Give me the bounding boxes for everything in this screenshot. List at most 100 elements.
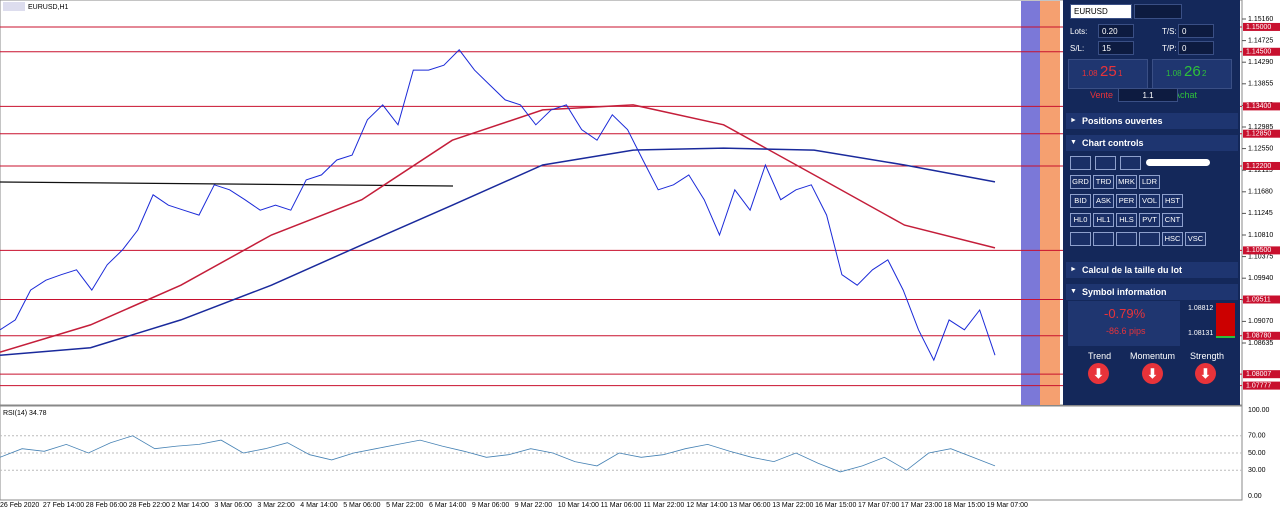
time-label: 13 Mar 22:00 — [772, 502, 813, 509]
time-label: 11 Mar 22:00 — [644, 502, 685, 509]
icon-button[interactable] — [1095, 156, 1116, 170]
control-button[interactable]: LDR — [1139, 175, 1160, 189]
time-label: 3 Mar 06:00 — [215, 502, 252, 509]
indicator-signal: ⬇ — [1088, 363, 1109, 384]
quote-point: 1 — [1118, 69, 1123, 78]
slider[interactable] — [1146, 159, 1210, 166]
icon-button[interactable] — [1116, 232, 1137, 246]
price-tick-label: 1.09940 — [1248, 275, 1273, 282]
quote-prefix: 1.08 — [1082, 69, 1098, 78]
control-button[interactable]: VOL — [1139, 194, 1160, 208]
control-button[interactable]: CNT — [1162, 213, 1183, 227]
control-button[interactable]: PVT — [1139, 213, 1160, 227]
price-line — [0, 49, 996, 362]
section-header[interactable]: Calcul de la taille du lot — [1066, 262, 1238, 278]
rsi-tick-label: 50.00 — [1248, 450, 1266, 457]
indicator-signal: ⬇ — [1142, 363, 1163, 384]
range-low: 1.08131 — [1188, 330, 1214, 337]
time-label: 4 Mar 14:00 — [300, 502, 337, 509]
field-input[interactable]: 0 — [1178, 41, 1214, 55]
price-tick-label: 1.09070 — [1248, 318, 1273, 325]
icon-button[interactable] — [1070, 232, 1091, 246]
level-tag — [1243, 295, 1280, 304]
control-button[interactable]: GRD — [1070, 175, 1091, 189]
price-tick-label: 1.10810 — [1248, 232, 1273, 239]
change-pips: -86.6 pips — [1106, 326, 1146, 336]
control-button[interactable]: PER — [1116, 194, 1137, 208]
price-tick-label: 1.12985 — [1248, 124, 1273, 131]
icon-button[interactable] — [1120, 156, 1141, 170]
rsi-tick-label: 70.00 — [1248, 433, 1266, 440]
range-high: 1.08812 — [1188, 305, 1214, 312]
control-button[interactable]: VSC — [1185, 232, 1206, 246]
time-label: 13 Mar 06:00 — [729, 502, 770, 509]
field-input[interactable]: 0 — [1178, 24, 1214, 38]
time-label: 6 Mar 14:00 — [429, 502, 466, 509]
change-pct: -0.79% — [1104, 306, 1146, 321]
level-label: 1.10500 — [1246, 247, 1271, 254]
ma-fast — [0, 104, 996, 353]
level-tag — [1243, 381, 1280, 390]
control-button[interactable]: HL0 — [1070, 213, 1091, 227]
time-label: 5 Mar 06:00 — [343, 502, 380, 509]
price-tick-label: 1.11680 — [1248, 189, 1273, 196]
symbol-field — [1134, 4, 1182, 19]
time-label: 10 Mar 14:00 — [558, 502, 599, 509]
time-label: 27 Feb 14:00 — [43, 502, 84, 509]
section-header[interactable]: Symbol information — [1066, 284, 1238, 300]
level-label: 1.13400 — [1246, 103, 1271, 110]
time-label: 11 Mar 06:00 — [601, 502, 642, 509]
price-tick-label: 1.10375 — [1248, 253, 1273, 260]
quote-pips: 26 — [1184, 63, 1201, 80]
price-tick-label: 1.14725 — [1248, 37, 1273, 44]
window-icon — [3, 2, 25, 11]
price-tick-label: 1.15160 — [1248, 16, 1273, 23]
quote-label: Achat — [1174, 90, 1198, 100]
price-tick-label: 1.13855 — [1248, 81, 1273, 88]
section-header[interactable]: Positions ouvertes — [1066, 113, 1238, 129]
level-label: 1.15000 — [1246, 24, 1271, 31]
control-button[interactable]: BID — [1070, 194, 1091, 208]
time-label: 9 Mar 22:00 — [515, 502, 552, 509]
level-tag — [1243, 47, 1280, 56]
time-label: 3 Mar 22:00 — [257, 502, 294, 509]
field-input[interactable]: 0.20 — [1098, 24, 1134, 38]
quote-box[interactable] — [1068, 59, 1148, 89]
icon-button[interactable] — [1070, 156, 1091, 170]
indicator-label: Trend — [1088, 351, 1112, 361]
icon-button[interactable] — [1093, 232, 1114, 246]
control-button[interactable]: HLS — [1116, 213, 1137, 227]
time-label: 2 Mar 14:00 — [172, 502, 209, 509]
control-button[interactable]: HST — [1162, 194, 1183, 208]
time-label: 28 Feb 22:00 — [129, 502, 170, 509]
field-label: T/P: — [1162, 44, 1177, 53]
section-header[interactable]: Chart controls — [1066, 135, 1238, 151]
time-label: 17 Mar 23:00 — [901, 502, 942, 509]
quote-point: 2 — [1202, 69, 1207, 78]
control-button[interactable]: HL1 — [1093, 213, 1114, 227]
field-input[interactable]: 15 — [1098, 41, 1134, 55]
trendline — [0, 181, 454, 187]
price-tick-label: 1.12550 — [1248, 145, 1273, 152]
rsi-tick-label: 100.00 — [1248, 407, 1270, 414]
control-button[interactable]: TRD — [1093, 175, 1114, 189]
range-bar — [1216, 303, 1235, 338]
level-tag — [1243, 161, 1280, 170]
level-label: 1.12850 — [1246, 131, 1271, 138]
indicator-label: Momentum — [1130, 351, 1176, 361]
indicator-label: Strength — [1190, 351, 1225, 361]
price-tick-label: 1.11245 — [1248, 210, 1273, 217]
rsi-label: RSI(14) 34.78 — [3, 410, 47, 417]
icon-button[interactable] — [1139, 232, 1160, 246]
quote-box[interactable] — [1152, 59, 1232, 89]
time-label: 9 Mar 06:00 — [472, 502, 509, 509]
section-arrow: ▼ — [1070, 288, 1077, 295]
indicator-signal: ⬇ — [1195, 363, 1216, 384]
symbol-select[interactable]: EURUSD — [1070, 4, 1132, 19]
ma-slow — [0, 147, 996, 356]
level-label: 1.14500 — [1246, 49, 1271, 56]
control-button[interactable]: ASK — [1093, 194, 1114, 208]
control-button[interactable]: MRK — [1116, 175, 1137, 189]
level-label: 1.08780 — [1246, 333, 1271, 340]
control-button[interactable]: HSC — [1162, 232, 1183, 246]
